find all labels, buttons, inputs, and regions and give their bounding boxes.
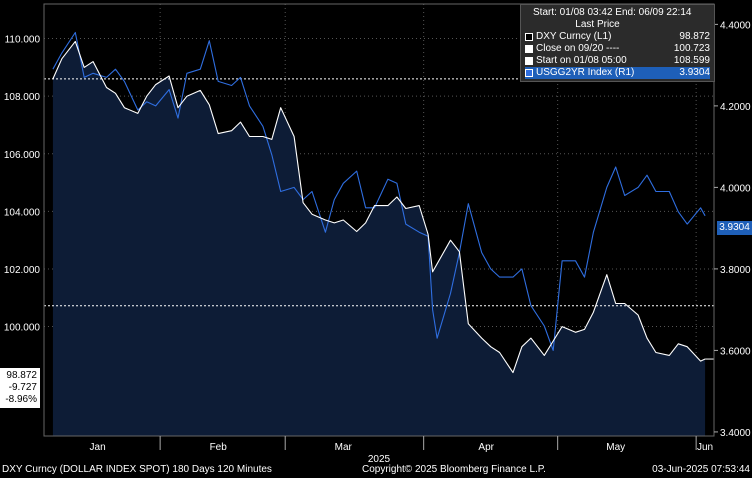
legend-label-close: Close on 09/20 ---- <box>536 43 620 54</box>
dxy-area-fill <box>52 41 706 437</box>
legend-swatch-start <box>525 57 533 65</box>
plot-frame <box>43 3 715 437</box>
legend-swatch-usgg2yr <box>525 69 533 77</box>
legend-value-dxy: 98.872 <box>679 31 710 42</box>
legend-row-start[interactable]: Start on 01/08 05:00 108.599 <box>525 55 710 67</box>
footer-security: DXY Curncy (DOLLAR INDEX SPOT) 180 Days … <box>2 464 272 475</box>
y-right-tick-label: 3.6000 <box>720 346 751 357</box>
y-right-tick-label: 3.4000 <box>720 428 751 439</box>
y-right-tick-label: 4.4000 <box>720 20 751 31</box>
y-right-tick-label: 4.0000 <box>720 183 751 194</box>
legend-row-dxy[interactable]: DXY Curncy (L1) 98.872 <box>525 31 710 43</box>
x-tick-label: Feb <box>210 442 228 453</box>
footer-timestamp: 03-Jun-2025 07:53:44 <box>652 464 750 475</box>
legend-value-close: 100.723 <box>673 43 710 54</box>
x-tick-label: Mar <box>335 442 353 453</box>
y-left-tick-label: 104.000 <box>4 207 41 218</box>
x-tick-label: Apr <box>478 442 494 453</box>
legend-label-dxy: DXY Curncy (L1) <box>536 31 612 42</box>
y-left-tick-label: 108.000 <box>4 92 41 103</box>
y-left-tick-label: 106.000 <box>4 150 41 161</box>
y-right-tick-label: 3.8000 <box>720 265 751 276</box>
x-tick-label: Jan <box>90 442 106 453</box>
legend-row-usgg2yr[interactable]: USGG2YR Index (R1) 3.9304 <box>525 67 710 79</box>
x-axis-label: 2025 <box>368 454 391 462</box>
y-left-tick-label: 110.000 <box>5 35 41 46</box>
dxy-area <box>52 41 706 437</box>
y-left-tick-label: 100.000 <box>4 323 41 334</box>
legend-value-usgg2yr: 3.9304 <box>679 67 710 78</box>
legend: Start: 01/08 03:42 End: 06/09 22:14 Last… <box>520 4 715 82</box>
last-price-value: 98.872 <box>6 370 37 381</box>
usgg2yr-line <box>52 31 706 351</box>
legend-swatch-dxy <box>525 33 533 41</box>
footer-copyright: Copyright© 2025 Bloomberg Finance L.P. <box>362 464 546 475</box>
legend-label-usgg2yr: USGG2YR Index (R1) <box>536 67 635 78</box>
chart-canvas: 110.000 108.000 106.000 104.000 102.000 100.0… <box>4 3 751 462</box>
footer: DXY Curncy (DOLLAR INDEX SPOT) 180 Days … <box>0 462 752 478</box>
last-value-box: 98.872 -9.727 -8.96% <box>0 368 40 408</box>
usgg2yr-last-tag: 3.9304 <box>717 221 752 235</box>
pct-change-value: -8.96% <box>5 394 37 405</box>
legend-value-start: 108.599 <box>673 55 710 66</box>
dxy-line <box>52 40 706 374</box>
legend-header: Start: 01/08 03:42 End: 06/09 22:14 <box>533 7 692 18</box>
legend-label-start: Start on 01/08 05:00 <box>536 55 627 66</box>
legend-swatch-close <box>525 45 533 53</box>
x-tick-label: Jun <box>697 442 713 453</box>
series-lines <box>52 31 714 374</box>
y-right-tick-label: 4.2000 <box>720 102 751 113</box>
legend-subheader: Last Price <box>575 19 620 30</box>
axes: 110.000 108.000 106.000 104.000 102.000 100.0… <box>4 3 751 462</box>
x-tick-label: May <box>606 442 625 453</box>
legend-row-close[interactable]: Close on 09/20 ---- 100.723 <box>525 43 710 55</box>
net-change-value: -9.727 <box>8 382 37 393</box>
y-left-tick-label: 102.000 <box>4 265 41 276</box>
